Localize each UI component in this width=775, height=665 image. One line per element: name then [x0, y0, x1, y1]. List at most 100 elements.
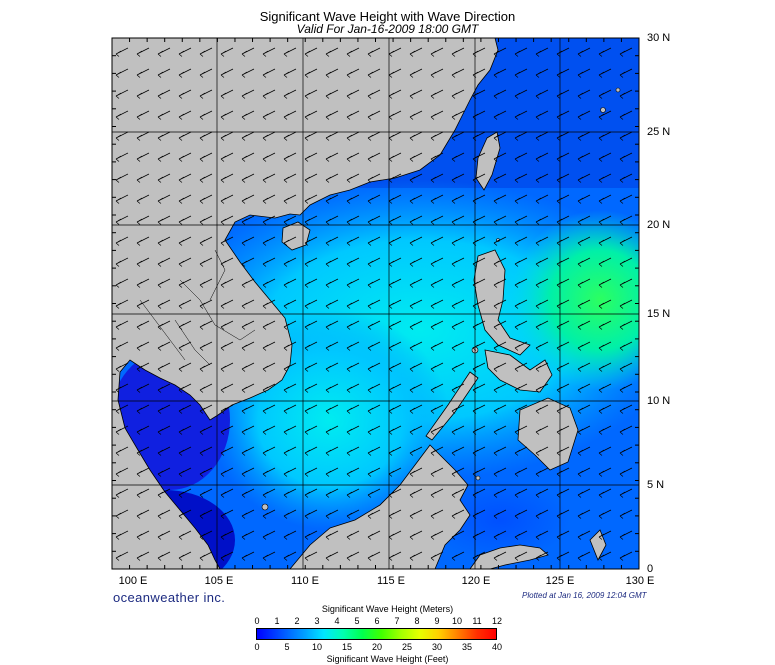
wave-arrow — [619, 341, 633, 351]
wave-arrow — [535, 68, 549, 78]
wave-arrow — [388, 194, 402, 204]
wave-arrow — [304, 467, 318, 477]
wave-arrow — [283, 236, 297, 246]
wave-arrow — [346, 467, 360, 477]
wave-arrow — [199, 530, 213, 540]
wave-arrow — [409, 152, 423, 162]
wave-arrow — [556, 509, 570, 519]
wave-arrow — [241, 152, 255, 162]
wave-arrow — [472, 173, 486, 183]
wave-arrow — [598, 131, 612, 141]
wave-arrow — [493, 173, 507, 183]
wave-arrow — [577, 425, 591, 435]
wave-arrow — [325, 47, 339, 57]
wave-arrow — [598, 47, 612, 57]
wave-arrow — [115, 47, 129, 57]
wave-arrow — [619, 278, 633, 288]
wave-arrow — [241, 89, 255, 99]
wave-arrow — [220, 68, 234, 78]
wave-arrow — [136, 467, 150, 477]
island-ryukyu — [600, 107, 606, 113]
wave-arrow — [535, 467, 549, 477]
wave-arrow — [136, 404, 150, 414]
wave-arrow — [556, 467, 570, 477]
wave-arrow — [577, 383, 591, 393]
wave-arrow — [220, 530, 234, 540]
wave-arrow — [514, 467, 528, 477]
wave-arrow — [619, 110, 633, 120]
wave-arrow — [577, 173, 591, 183]
wave-arrow — [199, 383, 213, 393]
wave-arrow — [430, 383, 444, 393]
wave-arrow — [451, 299, 465, 309]
wave-arrow — [535, 425, 549, 435]
wave-arrow — [157, 404, 171, 414]
wave-arrow — [598, 425, 612, 435]
wave-arrow — [514, 299, 528, 309]
wave-arrow — [451, 467, 465, 477]
wave-arrow — [325, 68, 339, 78]
wave-arrow — [115, 215, 129, 225]
wave-direction-arrows — [115, 47, 633, 561]
wave-arrow — [388, 110, 402, 120]
wave-arrow — [136, 110, 150, 120]
wave-arrow — [283, 509, 297, 519]
wave-arrow — [220, 257, 234, 267]
wave-arrow — [535, 257, 549, 267]
wave-arrow — [346, 173, 360, 183]
wave-arrow — [388, 320, 402, 330]
wave-arrow — [157, 299, 171, 309]
wave-arrow — [220, 131, 234, 141]
wave-arrow — [283, 110, 297, 120]
wave-arrow — [409, 425, 423, 435]
wave-arrow — [472, 341, 486, 351]
lat-label-20: 20 N — [647, 219, 671, 231]
sea-celebes — [430, 480, 570, 560]
wave-arrow — [388, 215, 402, 225]
wave-arrow — [577, 215, 591, 225]
wave-arrow — [514, 215, 528, 225]
wave-arrow — [115, 131, 129, 141]
wave-arrow — [577, 110, 591, 120]
wave-arrow — [493, 425, 507, 435]
wave-arrow — [472, 362, 486, 372]
wave-arrow — [220, 488, 234, 498]
wave-arrow — [535, 551, 549, 561]
wave-arrow — [241, 257, 255, 267]
wave-arrow — [619, 194, 633, 204]
lon-label-120: 120 E — [461, 575, 491, 587]
wave-arrow — [514, 425, 528, 435]
wave-arrow — [598, 194, 612, 204]
lon-label-105: 105 E — [204, 575, 234, 587]
wave-arrow — [556, 194, 570, 204]
wave-arrow — [241, 278, 255, 288]
wave-arrow — [346, 446, 360, 456]
wave-arrow — [388, 131, 402, 141]
wave-arrow — [283, 551, 297, 561]
legend-tick: 4 — [334, 616, 340, 626]
wave-arrow — [535, 488, 549, 498]
wave-arrow — [220, 383, 234, 393]
wave-arrow — [577, 509, 591, 519]
sea-green-zone — [510, 210, 639, 390]
legend-tick: 25 — [401, 642, 413, 652]
wave-arrow — [451, 320, 465, 330]
wave-arrow — [304, 215, 318, 225]
wave-arrow — [178, 404, 192, 414]
wave-arrow — [598, 278, 612, 288]
wave-arrow — [430, 131, 444, 141]
wave-arrow — [262, 551, 276, 561]
wave-arrow — [514, 68, 528, 78]
wave-arrow — [535, 194, 549, 204]
wave-arrow — [535, 278, 549, 288]
wave-arrow — [262, 467, 276, 477]
wave-arrow — [346, 68, 360, 78]
wave-arrow — [493, 383, 507, 393]
wave-arrow — [325, 131, 339, 141]
wave-arrow — [514, 320, 528, 330]
wave-arrow — [451, 383, 465, 393]
wave-arrow — [472, 278, 486, 288]
wave-arrow — [556, 383, 570, 393]
wave-arrow — [493, 47, 507, 57]
wave-arrow — [388, 425, 402, 435]
